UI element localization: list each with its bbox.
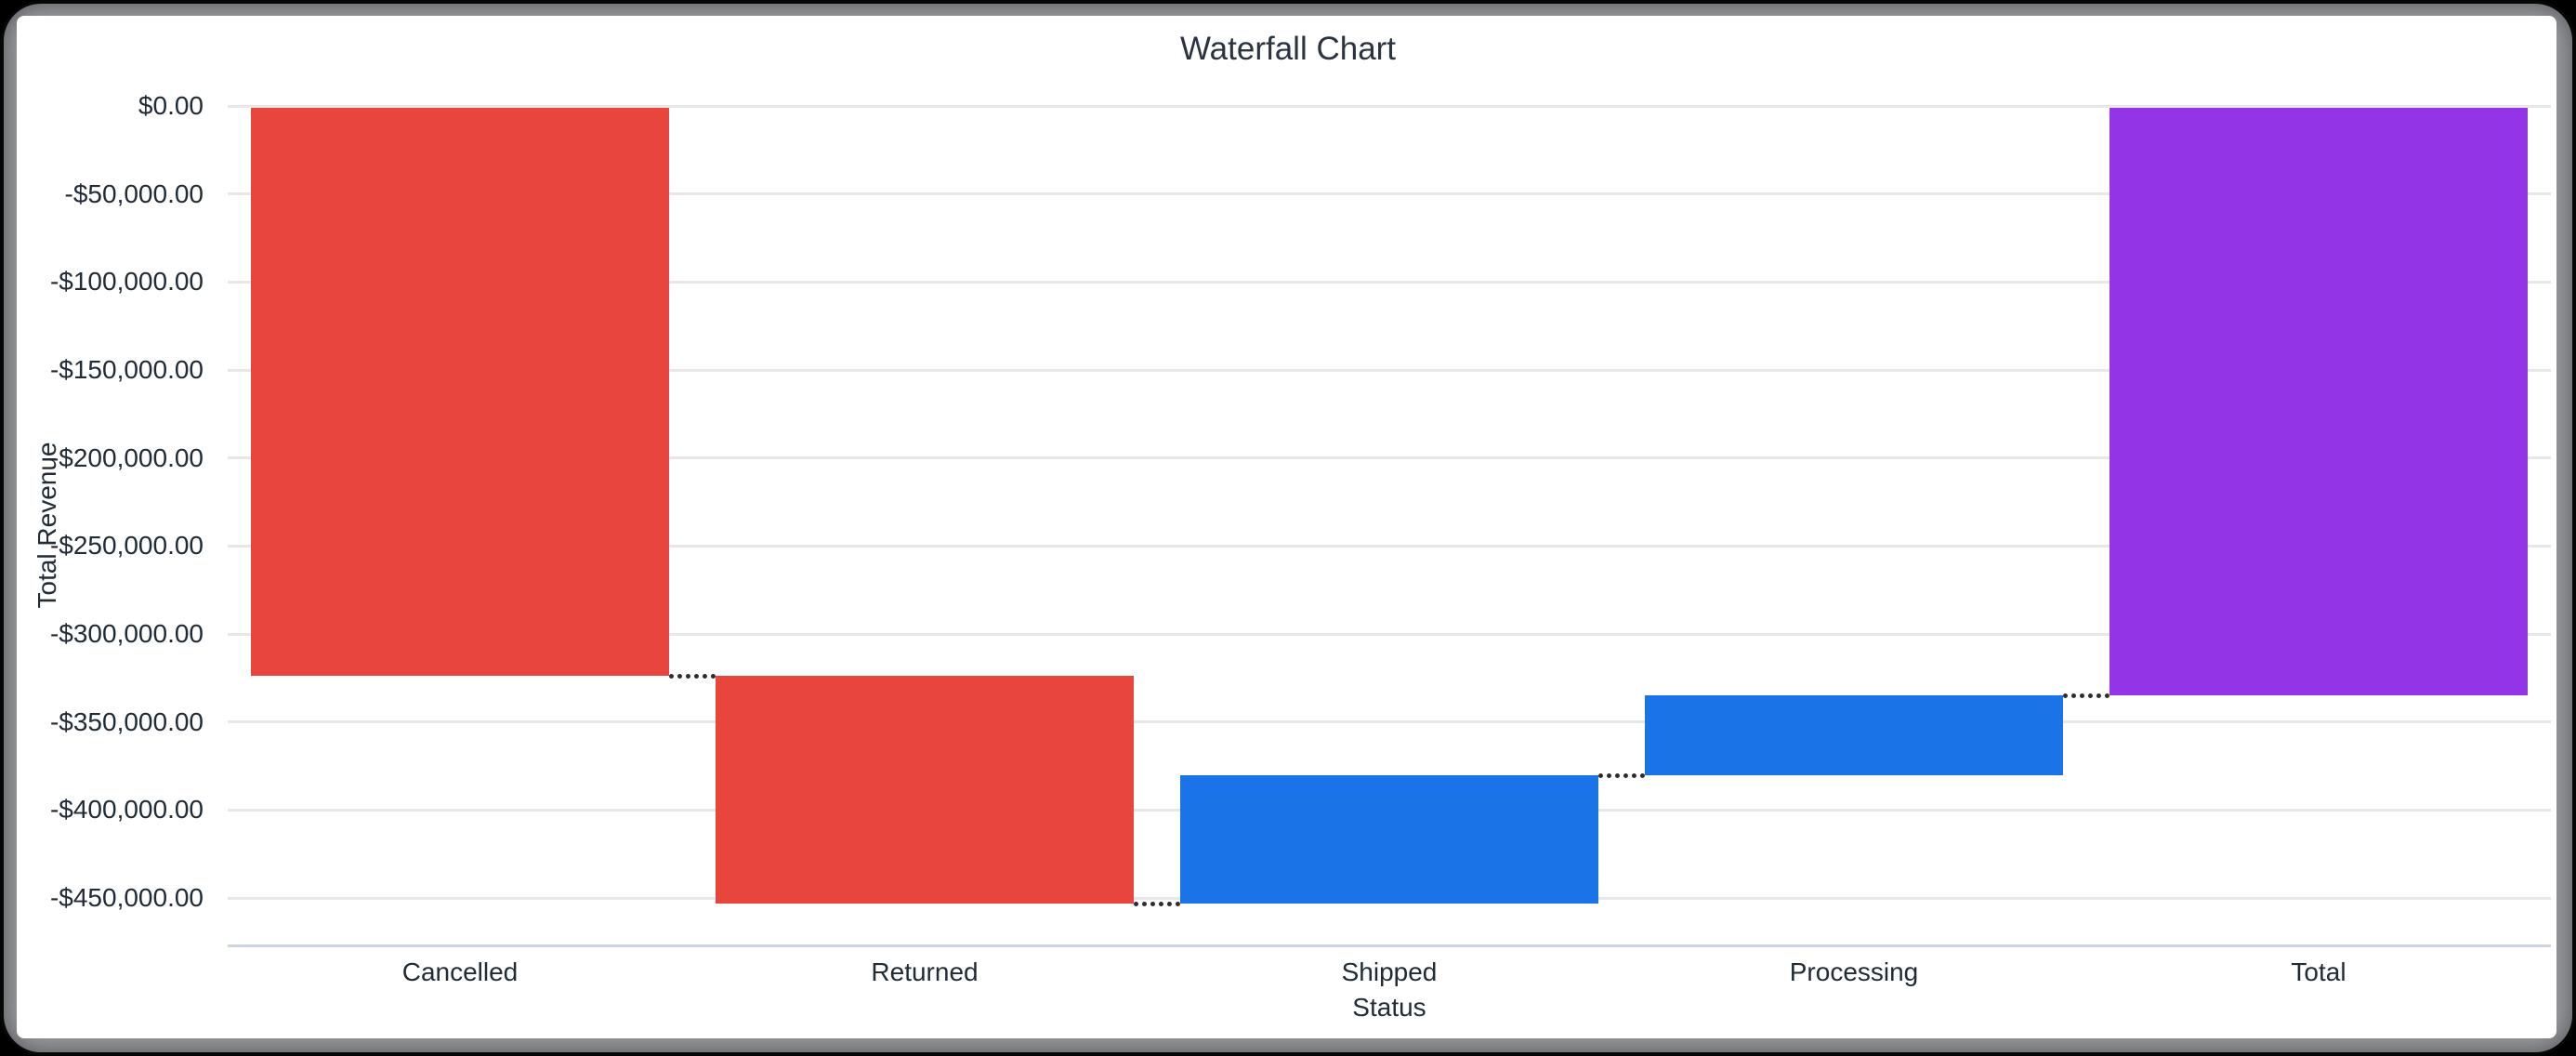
y-tick-label: $0.00	[138, 91, 204, 120]
y-tick-label: -$150,000.00	[49, 355, 204, 384]
bar-total[interactable]	[2109, 108, 2528, 696]
bar-shipped[interactable]	[1180, 775, 1598, 904]
y-tick-label: -$350,000.00	[49, 706, 204, 736]
connector	[669, 673, 716, 679]
gridline	[228, 720, 2551, 724]
gridline	[228, 280, 2551, 284]
connector	[2063, 693, 2109, 698]
gridline	[228, 192, 2551, 196]
gridline	[228, 632, 2551, 636]
connector	[1598, 772, 1645, 778]
bar-returned[interactable]	[716, 676, 1134, 904]
chart-title: Waterfall Chart	[1179, 31, 1397, 67]
x-axis-title: Status	[1352, 993, 1426, 1022]
bar-processing[interactable]	[1645, 695, 2063, 776]
y-tick-label: -$250,000.00	[49, 531, 204, 561]
x-tick-label: Processing	[1789, 957, 1919, 986]
x-axis-line	[228, 944, 2551, 947]
y-tick-label: -$100,000.00	[49, 267, 204, 297]
x-tick-label: Shipped	[1341, 957, 1438, 986]
gridline	[228, 368, 2551, 372]
x-tick-label: Cancelled	[401, 957, 519, 986]
x-tick-label: Total	[2291, 957, 2346, 986]
connector	[1134, 901, 1180, 906]
gridline	[228, 456, 2551, 460]
gridline	[228, 544, 2551, 548]
y-tick-label: -$200,000.00	[49, 442, 204, 472]
y-tick-label: -$50,000.00	[64, 178, 204, 208]
y-tick-label: -$450,000.00	[49, 883, 204, 912]
x-tick-label: Returned	[871, 957, 979, 986]
y-tick-label: -$300,000.00	[49, 619, 204, 648]
gridline	[228, 104, 2551, 108]
bar-cancelled[interactable]	[251, 108, 669, 677]
y-tick-label: -$400,000.00	[49, 795, 204, 825]
